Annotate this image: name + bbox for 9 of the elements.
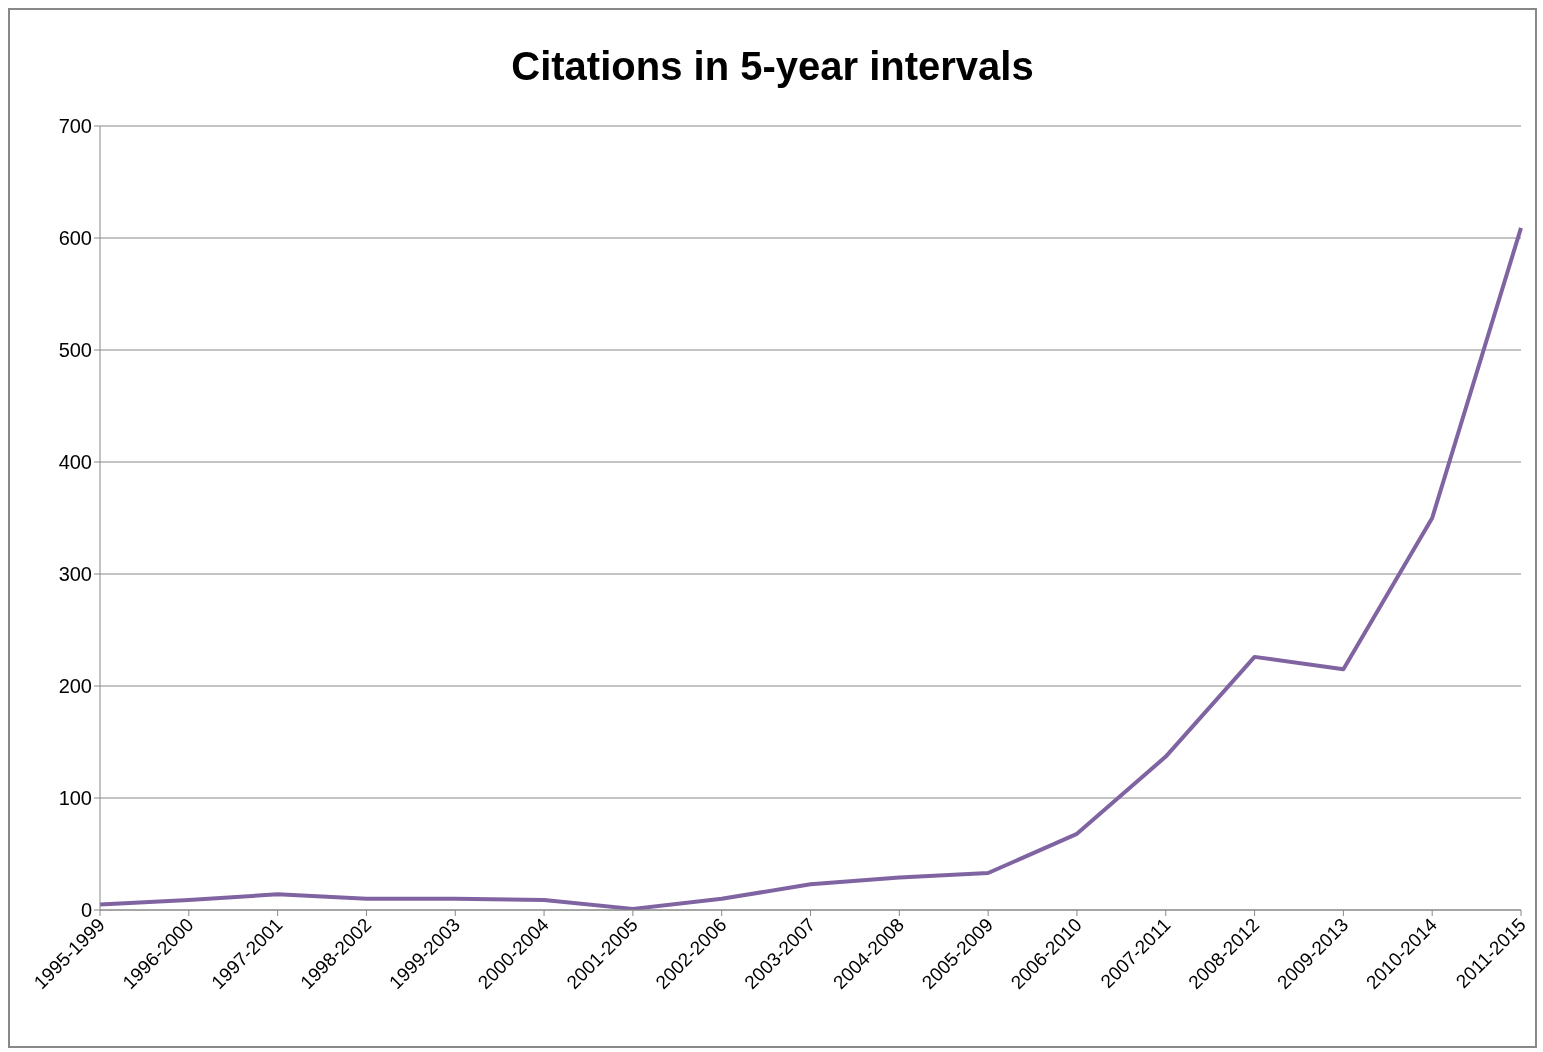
- y-tick-label: 700: [58, 115, 92, 138]
- y-tick-label: 600: [58, 227, 92, 250]
- chart-title: Citations in 5-year intervals: [510, 44, 1035, 89]
- y-tick-label: 300: [58, 563, 92, 586]
- y-tick-label: 100: [58, 787, 92, 810]
- y-tick-label: 0: [80, 899, 92, 922]
- y-tick-label: 400: [58, 451, 92, 474]
- y-tick-label: 200: [58, 675, 92, 698]
- y-tick-label: 500: [58, 339, 92, 362]
